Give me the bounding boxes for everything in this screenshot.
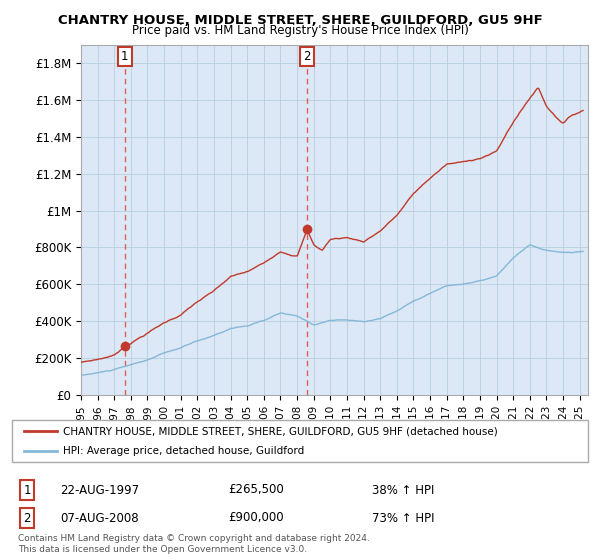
Text: Contains HM Land Registry data © Crown copyright and database right 2024.: Contains HM Land Registry data © Crown c…: [18, 534, 370, 543]
Text: 38% ↑ HPI: 38% ↑ HPI: [372, 483, 434, 497]
Text: 2: 2: [23, 511, 31, 525]
Text: This data is licensed under the Open Government Licence v3.0.: This data is licensed under the Open Gov…: [18, 545, 307, 554]
Text: 07-AUG-2008: 07-AUG-2008: [60, 511, 139, 525]
Text: CHANTRY HOUSE, MIDDLE STREET, SHERE, GUILDFORD, GU5 9HF (detached house): CHANTRY HOUSE, MIDDLE STREET, SHERE, GUI…: [63, 426, 498, 436]
Text: Price paid vs. HM Land Registry's House Price Index (HPI): Price paid vs. HM Land Registry's House …: [131, 24, 469, 36]
Text: CHANTRY HOUSE, MIDDLE STREET, SHERE, GUILDFORD, GU5 9HF: CHANTRY HOUSE, MIDDLE STREET, SHERE, GUI…: [58, 14, 542, 27]
Text: 2: 2: [304, 50, 311, 63]
Text: 22-AUG-1997: 22-AUG-1997: [60, 483, 139, 497]
Text: 1: 1: [121, 50, 128, 63]
Text: £265,500: £265,500: [228, 483, 284, 497]
Text: 1: 1: [23, 483, 31, 497]
Text: HPI: Average price, detached house, Guildford: HPI: Average price, detached house, Guil…: [63, 446, 304, 456]
Text: 73% ↑ HPI: 73% ↑ HPI: [372, 511, 434, 525]
Text: £900,000: £900,000: [228, 511, 284, 525]
